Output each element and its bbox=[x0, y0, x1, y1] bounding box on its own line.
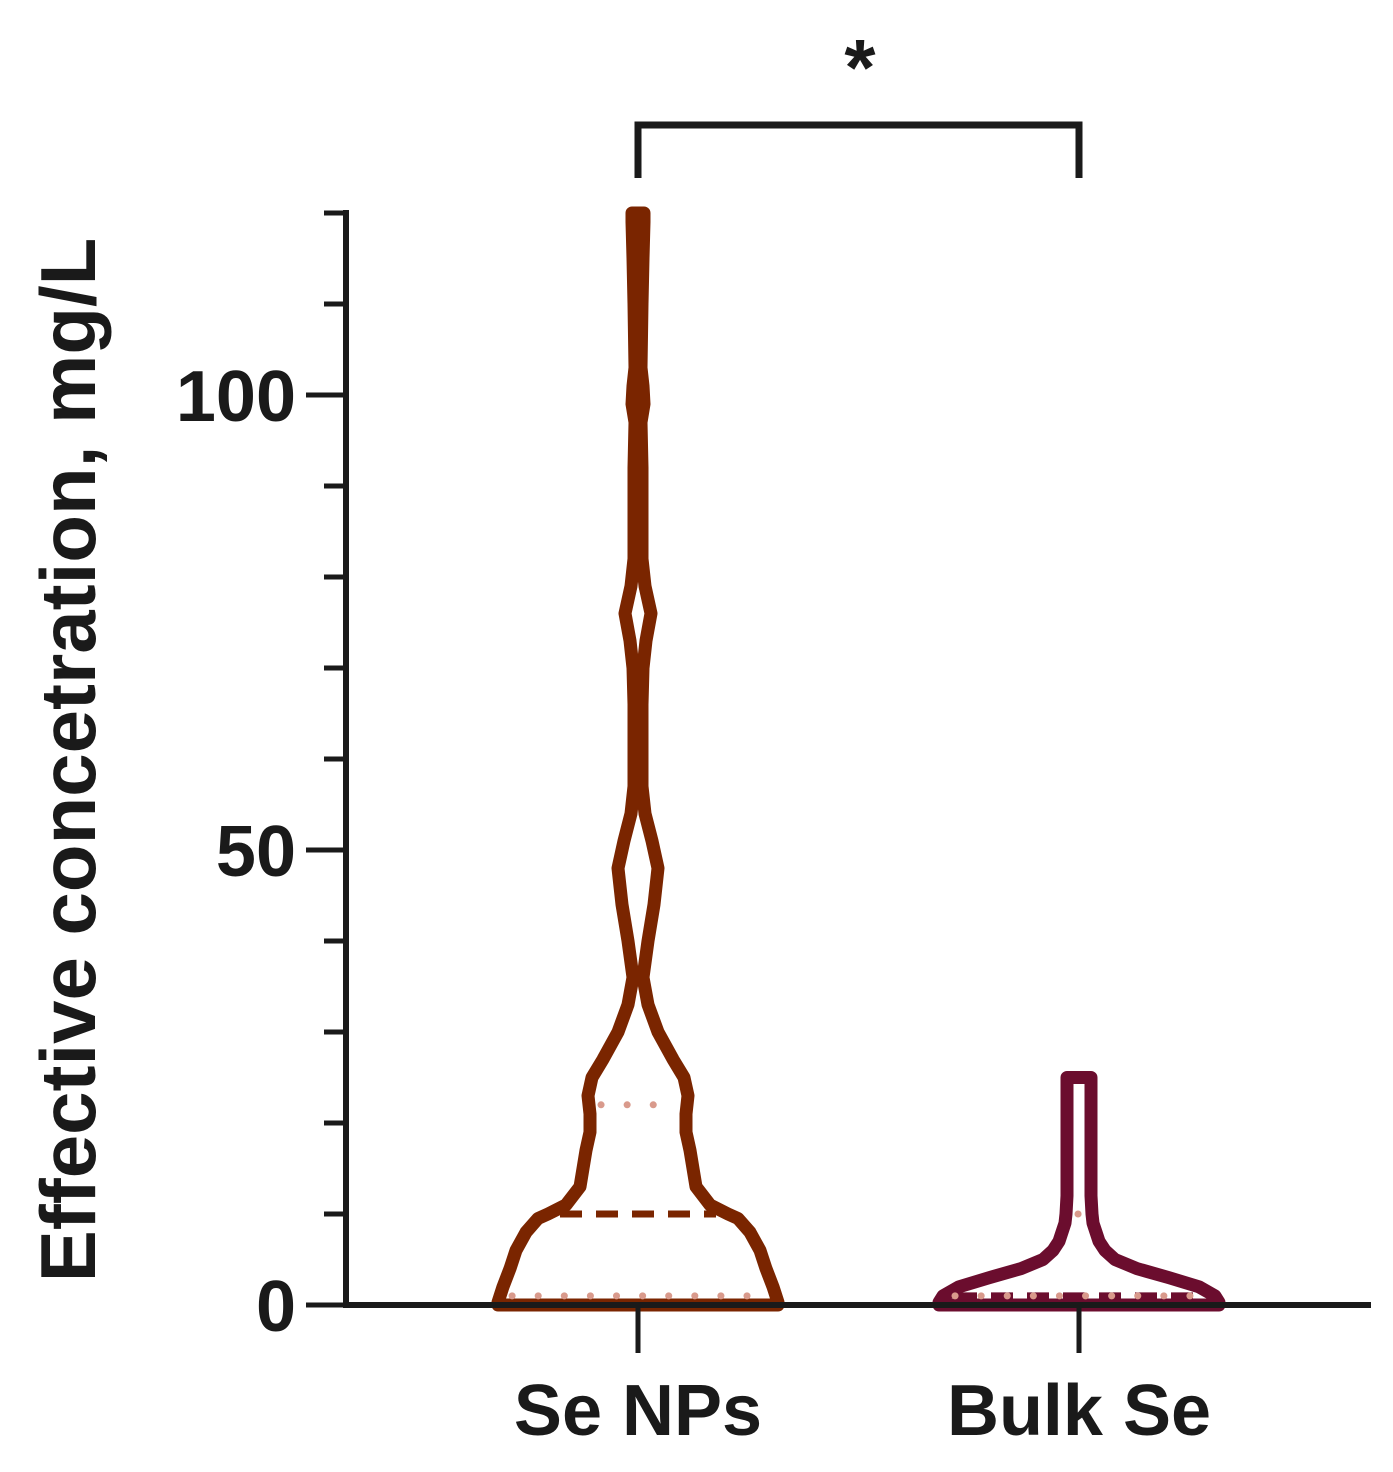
y-axis: 0 50 100 bbox=[176, 210, 349, 1347]
violin-se-nps bbox=[491, 206, 785, 1312]
significance-star: * bbox=[844, 23, 876, 112]
x-tick-label: Bulk Se bbox=[947, 1371, 1211, 1451]
x-axis: Se NPs Bulk Se bbox=[343, 1302, 1371, 1451]
y-tick-label: 0 bbox=[256, 1267, 296, 1347]
y-tick-label: 100 bbox=[176, 357, 296, 437]
violins bbox=[491, 206, 1226, 1312]
significance-annotation: * bbox=[634, 23, 1083, 178]
y-axis-title: Effective concetration, mg/L bbox=[24, 238, 112, 1283]
y-tick-label: 50 bbox=[216, 812, 296, 892]
x-tick-label: Se NPs bbox=[514, 1371, 762, 1451]
violin-bulk-se bbox=[932, 1071, 1226, 1312]
significance-bracket bbox=[634, 121, 1083, 178]
